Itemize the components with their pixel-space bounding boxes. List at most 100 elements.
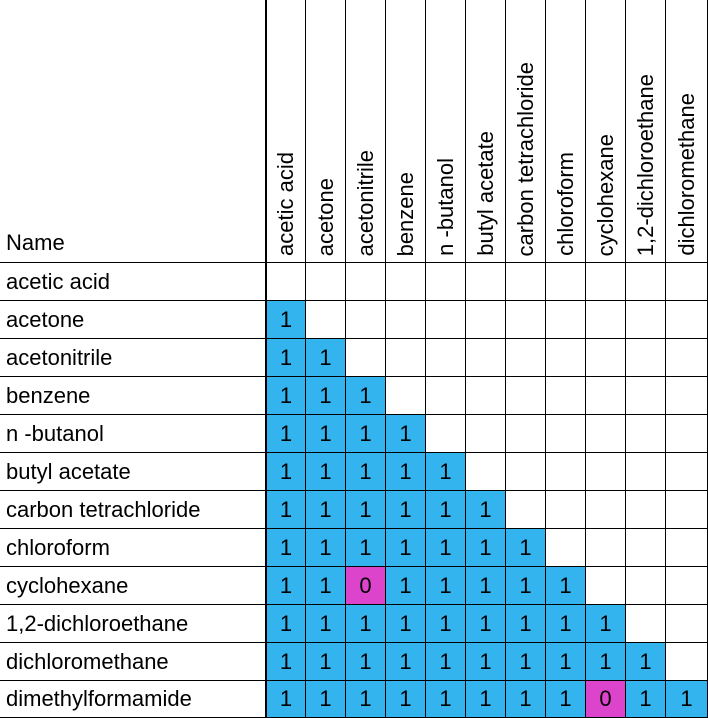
matrix-value-cell: 1 [306,681,346,718]
matrix-empty-cell [346,263,386,301]
matrix-empty-cell [626,263,666,301]
matrix-value-cell: 1 [266,529,306,567]
matrix-empty-cell [626,453,666,491]
matrix-empty-cell [626,415,666,453]
matrix-empty-cell [426,263,466,301]
matrix-empty-cell [586,453,626,491]
matrix-empty-cell [466,339,506,377]
matrix-value-cell: 1 [306,643,346,681]
matrix-empty-cell [626,339,666,377]
column-header: acetone [306,0,346,263]
matrix-value-cell: 1 [546,567,586,605]
matrix-empty-cell [666,263,708,301]
matrix-value-cell: 1 [266,377,306,415]
matrix-value-cell: 1 [346,605,386,643]
column-header: acetonitrile [346,0,386,263]
matrix-empty-cell [626,377,666,415]
row-name-cell: carbon tetrachloride [0,491,266,529]
matrix-value-cell: 1 [346,491,386,529]
column-header: acetic acid [266,0,306,263]
matrix-value-cell: 1 [346,453,386,491]
matrix-value-cell: 1 [346,529,386,567]
row-name-cell: butyl acetate [0,453,266,491]
matrix-value-cell: 1 [386,453,426,491]
matrix-empty-cell [506,301,546,339]
matrix-value-cell: 1 [346,415,386,453]
matrix-value-cell: 1 [466,643,506,681]
matrix-empty-cell [266,263,306,301]
column-header-label: n -butanol [432,158,458,256]
column-header-label: cyclohexane [592,133,618,256]
matrix-value-cell: 1 [426,567,466,605]
matrix-empty-cell [426,415,466,453]
matrix-empty-cell [666,415,708,453]
matrix-value-cell: 1 [306,377,346,415]
matrix-empty-cell [546,529,586,567]
column-header-label: acetonitrile [352,149,378,256]
matrix-value-cell: 1 [386,415,426,453]
matrix-value-cell: 1 [346,643,386,681]
column-header: butyl acetate [466,0,506,263]
matrix-empty-cell [386,263,426,301]
matrix-value-cell: 1 [466,605,506,643]
matrix-value-cell: 1 [626,643,666,681]
matrix-value-cell: 1 [266,567,306,605]
matrix-value-cell: 1 [266,491,306,529]
matrix-empty-cell [626,301,666,339]
matrix-empty-cell [666,529,708,567]
matrix-empty-cell [666,643,708,681]
matrix-empty-cell [466,301,506,339]
matrix-empty-cell [546,415,586,453]
matrix-empty-cell [386,339,426,377]
name-column-header: Name [0,0,266,263]
matrix-empty-cell [386,301,426,339]
matrix-empty-cell [466,377,506,415]
column-header: benzene [386,0,426,263]
matrix-value-cell: 1 [426,529,466,567]
matrix-empty-cell [626,605,666,643]
matrix-empty-cell [346,301,386,339]
matrix-value-cell: 1 [266,681,306,718]
matrix-empty-cell [626,529,666,567]
matrix-value-cell: 1 [346,681,386,718]
matrix-empty-cell [306,301,346,339]
matrix-value-cell: 1 [546,605,586,643]
matrix-empty-cell [586,339,626,377]
column-header-label: benzene [392,171,418,256]
matrix-empty-cell [506,491,546,529]
matrix-value-cell: 1 [266,453,306,491]
column-header: 1,2-dichloroethane [626,0,666,263]
matrix-value-cell: 1 [266,339,306,377]
column-header-label: dichloromethane [673,93,699,256]
matrix-value-cell: 1 [306,491,346,529]
matrix-empty-cell [666,491,708,529]
matrix-empty-cell [666,453,708,491]
matrix-empty-cell [546,377,586,415]
row-name-cell: benzene [0,377,266,415]
matrix-empty-cell [586,263,626,301]
matrix-value-cell: 1 [266,643,306,681]
matrix-value-cell: 1 [546,681,586,718]
matrix-value-cell: 1 [306,605,346,643]
column-header: carbon tetrachloride [506,0,546,263]
matrix-value-cell: 1 [466,681,506,718]
column-header-label: butyl acetate [472,131,498,256]
matrix-empty-cell [546,453,586,491]
matrix-value-cell: 1 [426,605,466,643]
column-header-label: acetone [312,177,338,256]
matrix-value-cell: 1 [426,491,466,529]
matrix-value-cell: 1 [426,453,466,491]
row-name-cell: chloroform [0,529,266,567]
matrix-value-cell: 1 [506,567,546,605]
matrix-value-cell: 1 [426,681,466,718]
matrix-value-cell: 1 [306,453,346,491]
matrix-empty-cell [346,339,386,377]
matrix-empty-cell [586,529,626,567]
matrix-value-cell: 1 [266,605,306,643]
matrix-empty-cell [426,301,466,339]
matrix-value-cell: 1 [466,529,506,567]
row-name-cell: n -butanol [0,415,266,453]
matrix-empty-cell [666,377,708,415]
row-name-cell: dimethylformamide [0,681,266,718]
matrix-value-cell: 1 [506,681,546,718]
